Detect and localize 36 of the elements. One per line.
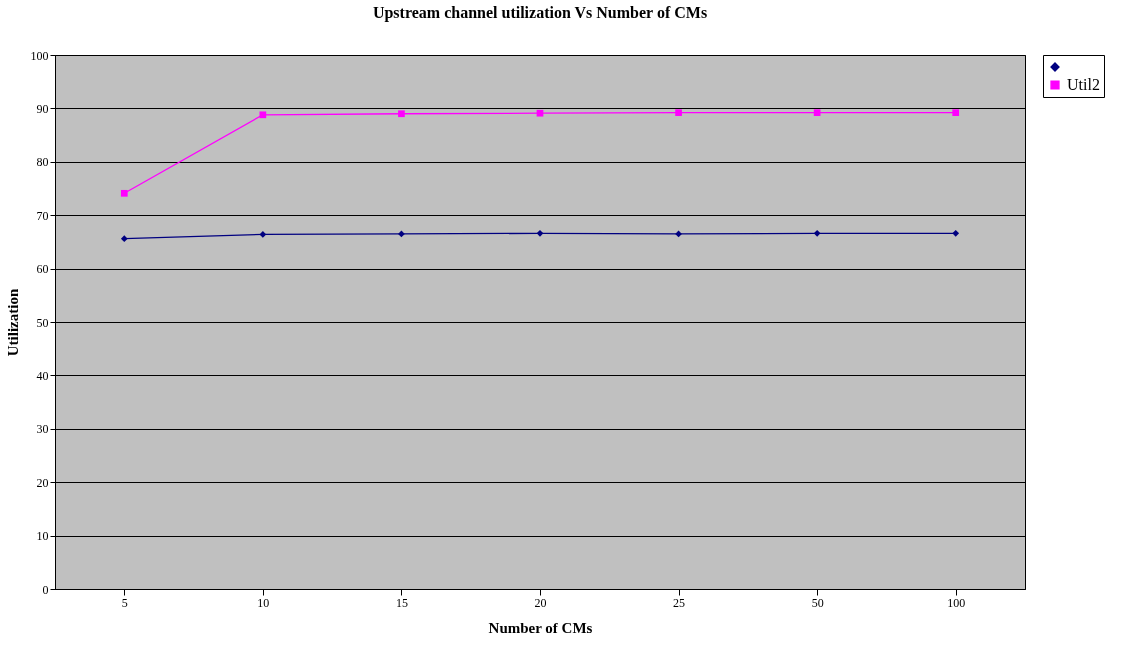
point bbox=[675, 109, 682, 117]
point bbox=[120, 189, 128, 197]
y-tick-label: 80 bbox=[36, 155, 49, 170]
x-axis-title: Number of CMs bbox=[488, 619, 593, 636]
point bbox=[398, 110, 405, 118]
y-tick-label: 40 bbox=[36, 368, 49, 383]
point bbox=[536, 109, 544, 117]
y-tick-label: 100 bbox=[30, 48, 49, 63]
y-tick-label: 50 bbox=[36, 315, 49, 330]
y-tick-label: 0 bbox=[42, 582, 49, 597]
y-tick-label: 70 bbox=[36, 208, 49, 223]
x-tick-label: 10 bbox=[257, 595, 270, 610]
point bbox=[536, 230, 544, 237]
y-tick-label: 90 bbox=[36, 101, 49, 116]
y-axis-title: Utilization bbox=[4, 288, 21, 357]
x-tick-label: 15 bbox=[395, 595, 408, 610]
point bbox=[675, 230, 682, 238]
y-tick-label: 10 bbox=[36, 529, 49, 544]
point bbox=[952, 109, 960, 117]
y-tick-label: 60 bbox=[36, 262, 49, 277]
point bbox=[259, 111, 267, 119]
x-tick-label: 20 bbox=[534, 595, 547, 610]
point bbox=[120, 235, 128, 243]
point bbox=[813, 230, 821, 237]
y-tick-label: 20 bbox=[36, 475, 49, 490]
x-tick-label: 25 bbox=[673, 595, 686, 610]
point bbox=[952, 230, 960, 237]
chart-title: Upstream channel utilization Vs Number of CMs bbox=[372, 4, 708, 22]
x-tick-label: 50 bbox=[811, 595, 824, 610]
point bbox=[259, 231, 267, 238]
x-tick-label: 5 bbox=[121, 595, 128, 610]
point bbox=[398, 230, 405, 238]
point bbox=[813, 109, 821, 117]
legend-label: Util2 bbox=[1067, 76, 1100, 93]
x-tick-label: 100 bbox=[947, 595, 966, 610]
y-tick-label: 30 bbox=[36, 422, 49, 437]
